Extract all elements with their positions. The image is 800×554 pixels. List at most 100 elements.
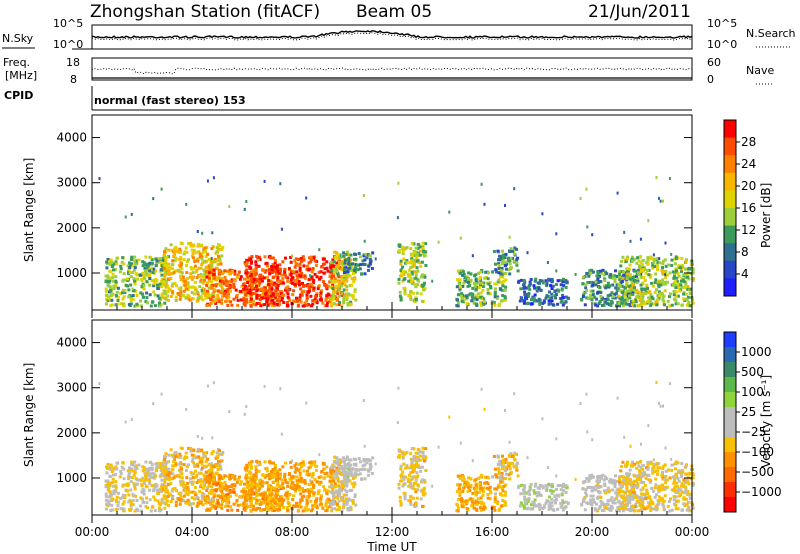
power-cell <box>549 284 553 288</box>
power-cell <box>332 265 336 268</box>
power-cell <box>106 257 110 261</box>
velocity-cell <box>357 457 361 460</box>
power-cell <box>542 299 546 303</box>
power-cell <box>163 275 167 279</box>
power-cell <box>270 265 274 269</box>
velocity-cell <box>556 484 560 488</box>
velocity-cell <box>268 499 272 503</box>
velocity-cell <box>415 471 419 475</box>
power-cell <box>330 269 334 273</box>
velocity-cell <box>144 467 148 471</box>
velocity-cell <box>205 480 209 484</box>
power-cell <box>120 260 124 264</box>
velocity-cell <box>216 464 220 468</box>
velocity-cell <box>398 495 402 499</box>
power-cell <box>147 267 151 271</box>
velocity-cell <box>190 481 194 484</box>
power-cell <box>359 263 363 267</box>
velocity-cell <box>173 452 177 456</box>
velocity-cell <box>336 484 340 488</box>
power-cell <box>342 271 346 274</box>
power-cell <box>493 295 497 299</box>
power-cell <box>164 260 168 263</box>
power-cell <box>363 263 367 266</box>
power-cell <box>265 264 269 268</box>
power-cell <box>518 299 522 303</box>
power-cell <box>119 291 123 295</box>
velocity-cell <box>468 489 472 492</box>
velocity-cell <box>346 477 350 481</box>
velocity-cell <box>114 499 118 503</box>
velocity-cell <box>248 471 252 475</box>
velocity-cell <box>145 496 149 500</box>
velocity-cell <box>402 478 406 482</box>
velocity-cell <box>332 479 336 483</box>
power-cell <box>663 303 667 307</box>
velocity-cell <box>313 477 317 481</box>
velocity-cell <box>218 473 222 477</box>
power-cell <box>112 284 116 288</box>
velocity-cell <box>497 467 501 471</box>
power-cell <box>274 273 278 277</box>
power-cell <box>196 230 199 233</box>
power-cell <box>640 300 644 304</box>
power-cell <box>678 289 682 293</box>
power-cell <box>670 303 674 307</box>
power-cell <box>662 299 666 303</box>
velocity-cell <box>456 474 460 478</box>
power-cell <box>161 267 164 271</box>
velocity-cell <box>411 466 415 470</box>
velocity-cell <box>485 486 489 490</box>
power-cell <box>413 261 417 265</box>
power-cell <box>585 289 589 292</box>
velocity-cell <box>343 463 347 467</box>
velocity-cell <box>345 455 349 459</box>
power-cell <box>424 264 428 267</box>
velocity-cell <box>129 504 133 508</box>
velocity-cell <box>496 454 500 458</box>
velocity-cell <box>190 453 194 457</box>
power-cell <box>480 297 484 301</box>
power-cell <box>353 288 357 292</box>
power-cell <box>656 268 659 271</box>
power-cell <box>148 269 152 273</box>
power-cell <box>461 273 465 277</box>
power-cell <box>458 278 462 282</box>
power-cell <box>215 300 218 303</box>
velocity-cell <box>232 487 236 491</box>
power-cell <box>646 300 650 304</box>
velocity-cell <box>234 493 238 497</box>
velocity-cell <box>401 455 405 458</box>
power-cell <box>196 257 200 261</box>
velocity-cell <box>294 462 298 466</box>
power-cell <box>252 273 256 277</box>
velocity-cell <box>525 499 529 503</box>
power-cell <box>158 282 162 286</box>
velocity-cell <box>145 471 149 475</box>
power-cell <box>423 281 426 285</box>
velocity-cell <box>114 480 118 484</box>
power-cell <box>645 283 649 287</box>
power-cell <box>205 292 209 296</box>
velocity-cell <box>501 489 505 493</box>
power-cell <box>305 296 309 300</box>
velocity-cell <box>129 488 133 492</box>
power-cell <box>164 256 168 260</box>
power-cell <box>250 270 253 274</box>
power-cell <box>652 257 656 261</box>
velocity-cell <box>336 495 340 499</box>
velocity-cell <box>354 468 358 472</box>
power-cell <box>186 293 190 297</box>
power-cell <box>639 261 643 264</box>
power-cell <box>601 268 605 272</box>
power-cell <box>224 299 228 303</box>
power-cell <box>260 275 264 279</box>
power-cell <box>618 300 622 304</box>
velocity-cell <box>174 462 178 466</box>
power-cell <box>596 277 600 281</box>
power-cell <box>299 274 303 278</box>
velocity-cell <box>225 500 229 504</box>
velocity-cell <box>285 506 289 509</box>
velocity-cell <box>167 453 171 457</box>
power-cell <box>554 283 558 286</box>
